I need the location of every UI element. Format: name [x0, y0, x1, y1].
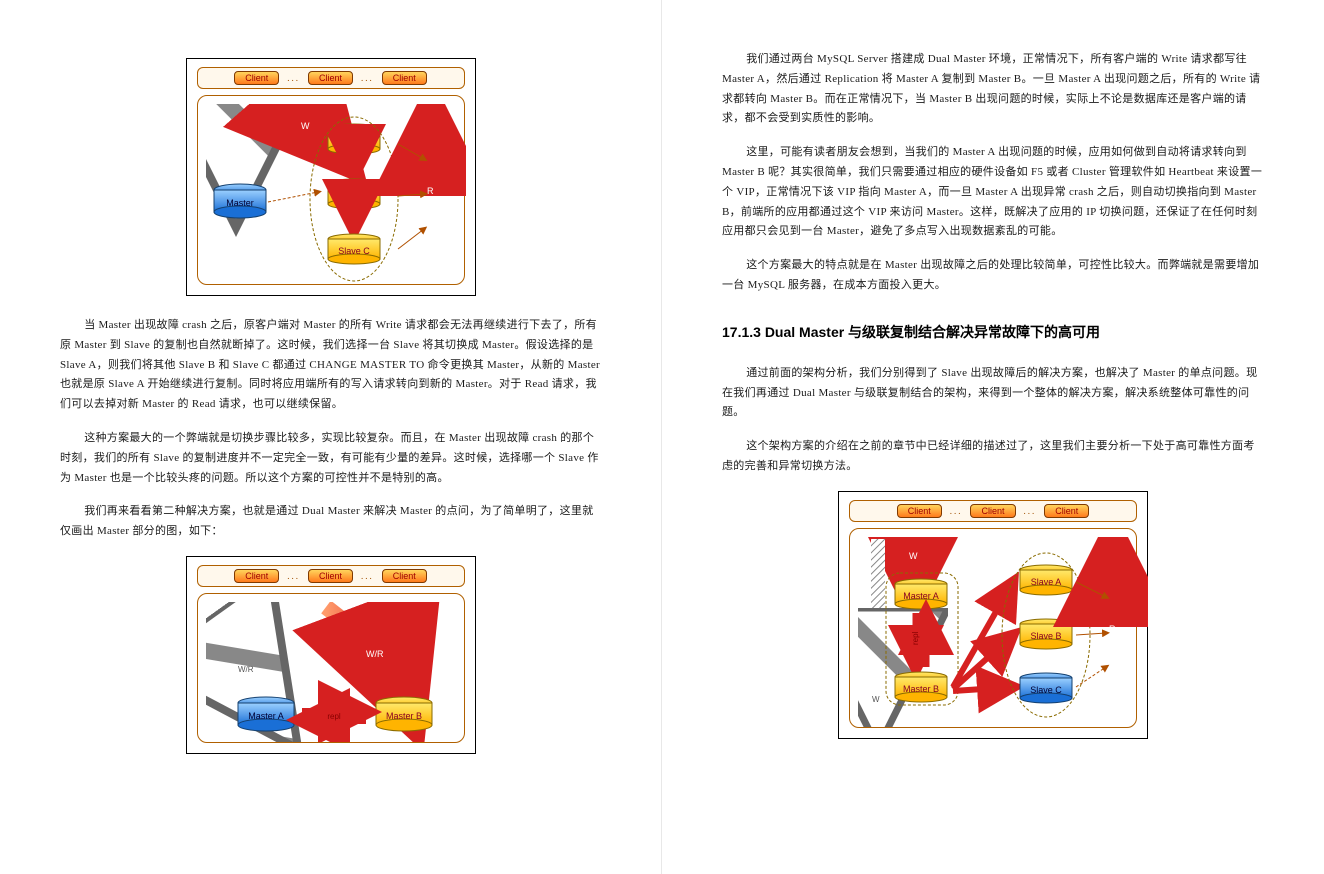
para: 当 Master 出现故障 crash 之后，原客户端对 Master 的所有 …	[60, 316, 601, 415]
para: 这种方案最大的一个弊端就是切换步骤比较多，实现比较复杂。而且，在 Master …	[60, 429, 601, 488]
svg-text:W/R: W/R	[366, 649, 384, 659]
para: 这里，可能有读者朋友会想到，当我们的 Master A 出现问题的时候，应用如何…	[722, 143, 1264, 242]
svg-text:Slave A: Slave A	[1031, 577, 1062, 587]
svg-text:R: R	[1109, 624, 1116, 634]
svg-text:W/R: W/R	[238, 665, 254, 674]
client-dots: ...	[287, 73, 300, 83]
para: 我们再来看看第二种解决方案，也就是通过 Dual Master 来解决 Mast…	[60, 502, 601, 542]
svg-text:repl: repl	[327, 712, 341, 721]
client-bar: Client ... Client ... Client	[197, 565, 465, 587]
client-box: Client	[234, 71, 279, 85]
page-left: Client ... Client ... Client W	[0, 0, 662, 874]
para: 通过前面的架构分析，我们分别得到了 Slave 出现故障后的解决方案，也解决了 …	[722, 364, 1264, 423]
svg-text:Master B: Master B	[385, 711, 421, 721]
svg-text:repl: repl	[911, 631, 920, 645]
svg-text:W: W	[872, 695, 880, 704]
para: 这个方案最大的特点就是在 Master 出现故障之后的处理比较简单，可控性比较大…	[722, 256, 1264, 296]
para: 这个架构方案的介绍在之前的章节中已经详细的描述过了，这里我们主要分析一下处于高可…	[722, 437, 1264, 477]
svg-text:Master: Master	[340, 136, 368, 146]
diagram-3: Client ... Client ... Client W W	[722, 491, 1264, 739]
cluster-box: W Master Master	[197, 95, 465, 285]
page-right: 我们通过两台 MySQL Server 搭建成 Dual Master 环境，正…	[662, 0, 1324, 874]
svg-text:Master: Master	[226, 198, 254, 208]
client-box: Client	[382, 71, 427, 85]
svg-text:Slave B: Slave B	[1030, 631, 1061, 641]
diagram-2-svg: W/R W/R Master A	[206, 602, 466, 742]
cluster-box: W/R W/R Master A	[197, 593, 465, 743]
client-bar: Client ... Client ... Client	[197, 67, 465, 89]
client-box: Client	[308, 71, 353, 85]
para: 我们通过两台 MySQL Server 搭建成 Dual Master 环境，正…	[722, 50, 1264, 129]
svg-text:Slave B: Slave B	[338, 191, 369, 201]
svg-text:Master B: Master B	[903, 684, 939, 694]
diagram-1-svg: W Master Master	[206, 104, 466, 284]
svg-text:Slave C: Slave C	[1030, 685, 1062, 695]
diagram-1: Client ... Client ... Client W	[60, 58, 601, 296]
diagram-2: Client ... Client ... Client W/R W/R	[60, 556, 601, 754]
section-heading: 17.1.3 Dual Master 与级联复制结合解决异常故障下的高可用	[722, 322, 1264, 342]
svg-text:W: W	[909, 551, 918, 561]
diagram-3-svg: W W Master A repl	[858, 537, 1148, 727]
svg-text:Slave C: Slave C	[338, 246, 370, 256]
svg-text:Master A: Master A	[903, 591, 939, 601]
client-dots: ...	[361, 73, 374, 83]
svg-text:Master A: Master A	[248, 711, 284, 721]
svg-text:W: W	[301, 121, 310, 131]
client-bar: Client ... Client ... Client	[849, 500, 1137, 522]
cluster-box: W W Master A repl	[849, 528, 1137, 728]
svg-text:R: R	[427, 186, 434, 196]
